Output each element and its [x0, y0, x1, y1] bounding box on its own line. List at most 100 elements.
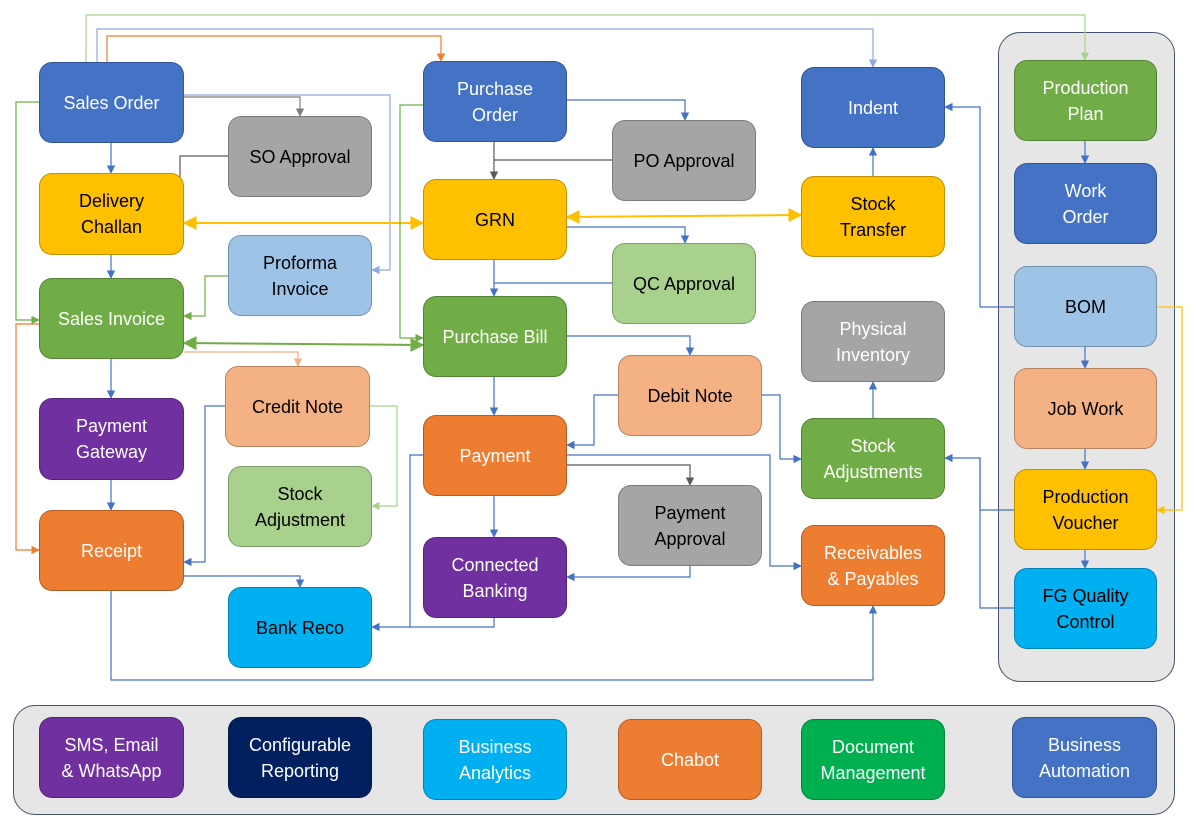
proforma-invoice-node[interactable]: Proforma Invoice [228, 235, 372, 316]
connector-arrow [15, 101, 40, 325]
connector-arrow [944, 102, 1014, 308]
connector-arrow [15, 323, 40, 555]
configurable-reporting-label: Configurable Reporting [248, 734, 352, 781]
sms-email-whatsapp-node[interactable]: SMS, Email & WhatsApp [39, 717, 184, 798]
production-plan-label: Production Plan [1042, 77, 1129, 124]
connector-arrow [371, 454, 423, 632]
physical-inventory-node[interactable]: Physical Inventory [801, 301, 945, 382]
so-approval-node[interactable]: SO Approval [228, 116, 372, 197]
connector-arrow [370, 405, 398, 511]
indent-label: Indent [847, 97, 899, 118]
payment-gateway-node[interactable]: Payment Gateway [39, 398, 184, 480]
bank-reco-label: Bank Reco [255, 617, 345, 638]
connector-arrow [184, 94, 391, 275]
so-approval-label: SO Approval [249, 146, 351, 167]
business-analytics-node[interactable]: Business Analytics [423, 719, 567, 800]
business-automation-label: Business Automation [1038, 734, 1131, 781]
grn-node[interactable]: GRN [423, 179, 567, 260]
connector-arrow [1156, 306, 1183, 515]
job-work-node[interactable]: Job Work [1014, 368, 1157, 449]
receipt-node[interactable]: Receipt [39, 510, 184, 591]
grn-label: GRN [475, 209, 515, 230]
payment-gateway-label: Payment Gateway [75, 416, 148, 462]
chabot-node[interactable]: Chabot [618, 719, 762, 800]
production-plan-node[interactable]: Production Plan [1014, 60, 1157, 141]
bom-node[interactable]: BOM [1014, 266, 1157, 347]
sales-order-node[interactable]: Sales Order [39, 62, 184, 143]
work-order-label: Work Order [1062, 180, 1109, 227]
payment-node[interactable]: Payment [423, 415, 567, 496]
connector-arrow [106, 35, 446, 62]
credit-note-label: Credit Note [251, 396, 344, 417]
indent-node[interactable]: Indent [801, 67, 945, 148]
business-analytics-label: Business Analytics [458, 736, 532, 783]
debit-note-label: Debit Note [647, 385, 733, 406]
business-automation-node[interactable]: Business Automation [1012, 717, 1157, 798]
document-management-node[interactable]: Document Management [801, 719, 945, 800]
connector-arrow [85, 14, 1090, 62]
connector-arrow [567, 454, 802, 571]
bom-label: BOM [1064, 296, 1106, 317]
po-approval-label: PO Approval [633, 150, 735, 171]
document-management-label: Document Management [820, 736, 926, 783]
addons-panel [13, 705, 1175, 815]
physical-inventory-label: Physical Inventory [835, 318, 911, 365]
purchase-bill-node[interactable]: Purchase Bill [423, 296, 567, 377]
sms-email-whatsapp-label: SMS, Email & WhatsApp [61, 734, 162, 781]
sales-invoice-node[interactable]: Sales Invoice [39, 278, 184, 359]
qc-approval-node[interactable]: QC Approval [612, 243, 756, 324]
connector-arrow [184, 351, 303, 367]
credit-note-node[interactable]: Credit Note [225, 366, 370, 447]
production-voucher-label: Production Voucher [1042, 486, 1129, 533]
sales-invoice-label: Sales Invoice [57, 308, 166, 329]
stock-transfer-label: Stock Transfer [839, 193, 907, 240]
connector-arrow [567, 226, 690, 244]
receivables-payables-node[interactable]: Receivables & Payables [801, 525, 945, 606]
connector-arrow [566, 394, 618, 450]
purchase-order-label: Purchase Order [456, 78, 534, 125]
connector-arrow [567, 335, 695, 356]
fg-quality-control-node[interactable]: FG Quality Control [1014, 568, 1157, 649]
connector-arrow [110, 591, 878, 681]
connector-arrow [183, 275, 228, 321]
connector-arrow [565, 208, 803, 224]
work-order-node[interactable]: Work Order [1014, 163, 1157, 244]
connector-arrow [410, 618, 495, 628]
configurable-reporting-node[interactable]: Configurable Reporting [228, 717, 372, 798]
receipt-label: Receipt [80, 540, 143, 561]
connector-arrow [182, 336, 425, 352]
proforma-invoice-label: Proforma Invoice [262, 252, 338, 299]
bank-reco-node[interactable]: Bank Reco [228, 587, 372, 668]
delivery-challan-label: Delivery Challan [78, 191, 144, 237]
payment-label: Payment [459, 445, 531, 466]
connector-arrow [183, 405, 225, 567]
connector-arrow [567, 464, 695, 486]
connector-arrow [762, 394, 802, 464]
job-work-label: Job Work [1047, 398, 1124, 419]
connected-banking-label: Connected Banking [451, 554, 539, 601]
stock-adjustment-node[interactable]: Stock Adjustment [228, 466, 372, 547]
production-voucher-node[interactable]: Production Voucher [1014, 469, 1157, 550]
connector-arrow [176, 155, 228, 221]
qc-approval-label: QC Approval [632, 273, 736, 294]
purchase-bill-label: Purchase Bill [442, 326, 548, 347]
stock-adjustments-label: Stock Adjustments [823, 435, 923, 482]
receivables-payables-label: Receivables & Payables [823, 542, 923, 589]
po-approval-node[interactable]: PO Approval [612, 120, 756, 201]
chabot-label: Chabot [660, 749, 720, 770]
payment-approval-node[interactable]: Payment Approval [618, 485, 762, 566]
connector-arrow [979, 458, 1014, 609]
connector-arrow [184, 575, 305, 588]
connector-arrow [399, 104, 424, 343]
purchase-order-node[interactable]: Purchase Order [423, 61, 567, 142]
fg-quality-control-label: FG Quality Control [1042, 585, 1129, 632]
debit-note-node[interactable]: Debit Note [618, 355, 762, 436]
connected-banking-node[interactable]: Connected Banking [423, 537, 567, 618]
stock-transfer-node[interactable]: Stock Transfer [801, 176, 945, 257]
connector-arrow [566, 566, 691, 582]
stock-adjustments-node[interactable]: Stock Adjustments [801, 418, 945, 499]
delivery-challan-node[interactable]: Delivery Challan [39, 173, 184, 255]
stock-adjustment-label: Stock Adjustment [254, 483, 346, 530]
